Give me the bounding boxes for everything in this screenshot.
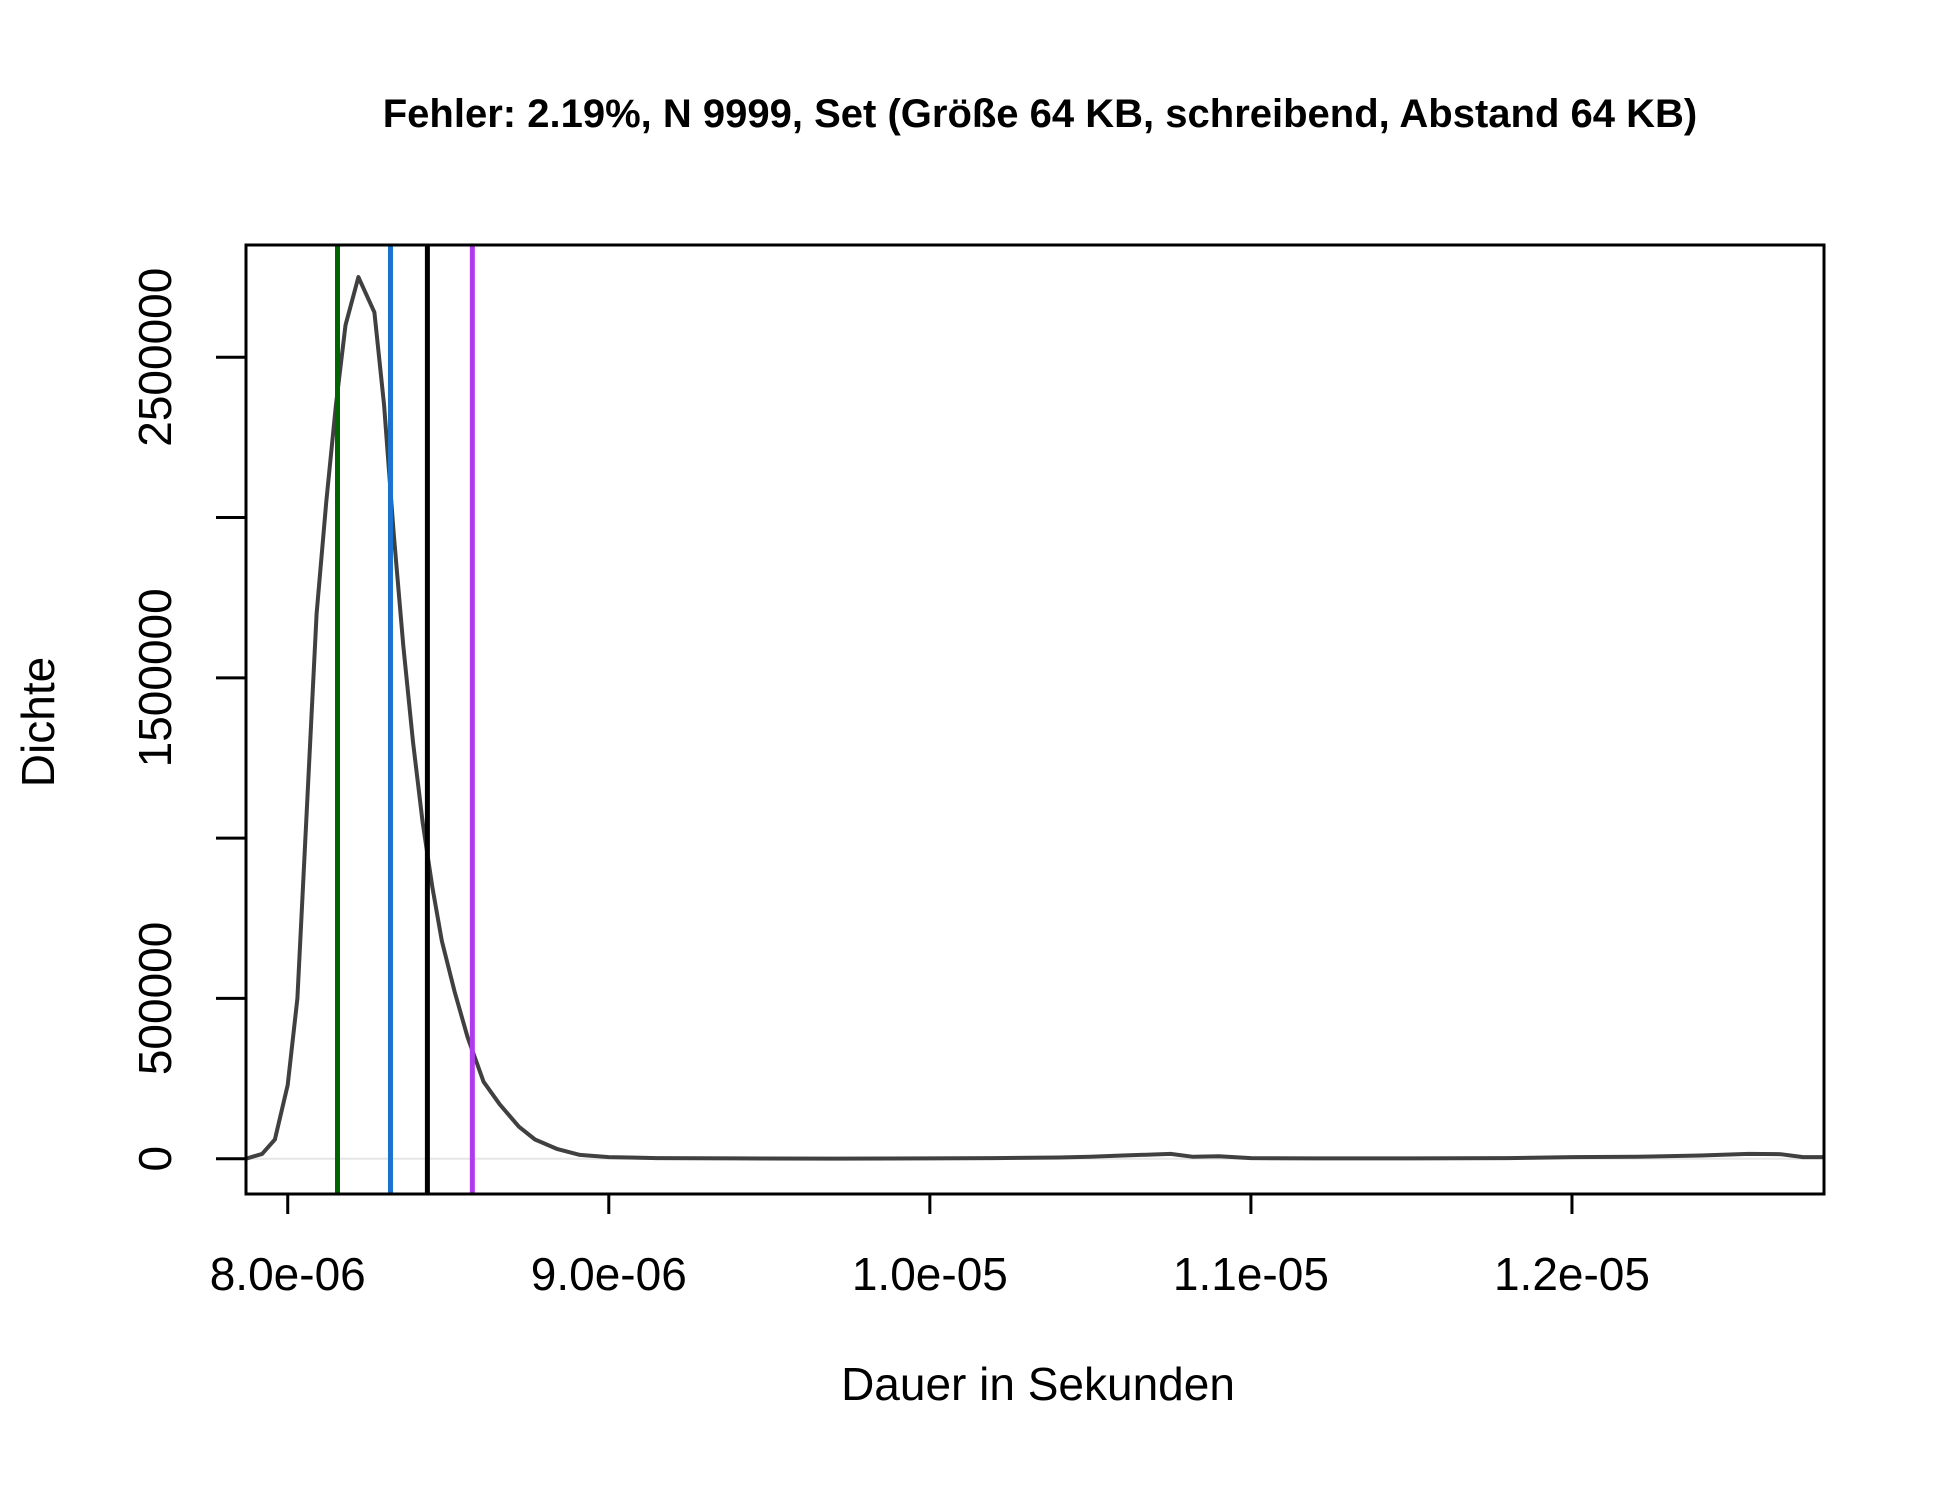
y-tick-label: 0 [129, 1146, 181, 1172]
x-tick-label: 9.0e-06 [531, 1248, 687, 1300]
density-curve [246, 275, 1824, 1161]
chart-title: Fehler: 2.19%, N 9999, Set (Größe 64 KB,… [383, 92, 1697, 136]
plot-frame [244, 243, 1826, 1196]
x-tick-label: 1.2e-05 [1494, 1248, 1650, 1300]
x-axis-label: Dauer in Sekunden [841, 1358, 1235, 1410]
x-tick-label: 8.0e-06 [210, 1248, 366, 1300]
y-axis-label: Dichte [12, 657, 64, 787]
y-tick-label: 1500000 [129, 588, 181, 767]
y-tick-label: 500000 [129, 922, 181, 1076]
y-tick-label: 2500000 [129, 268, 181, 447]
plot-layer: 8.0e-06 9.0e-06 1.0e-05 1.1e-05 1.2e-05 0 5000… [129, 245, 1824, 1300]
x-tick-label: 1.1e-05 [1173, 1248, 1329, 1300]
x-tick-label: 1.0e-05 [852, 1248, 1008, 1300]
